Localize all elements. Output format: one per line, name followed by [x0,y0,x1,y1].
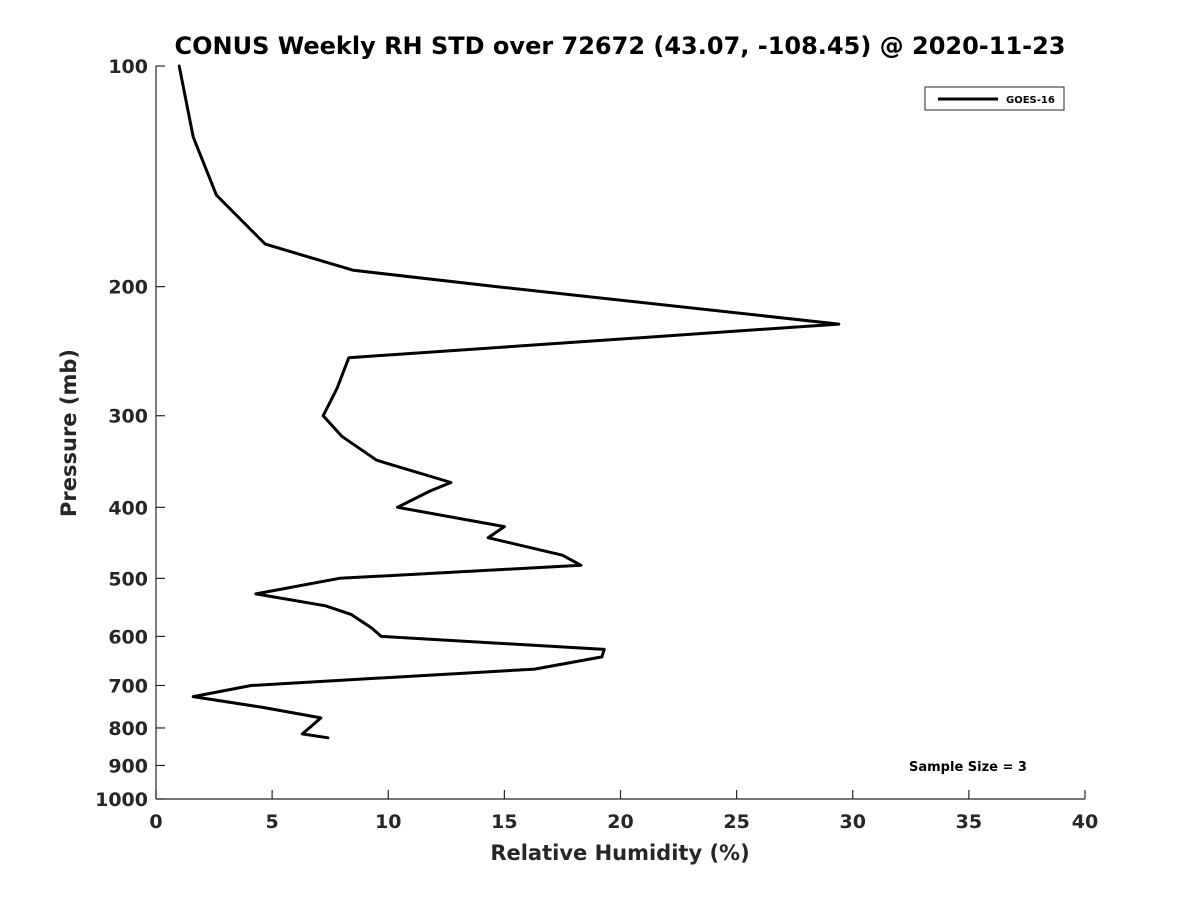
x-tick-label: 0 [149,811,162,833]
series-line-goes16 [177,64,841,740]
y-axis-label: Pressure (mb) [57,349,81,517]
x-tick-label: 10 [375,811,401,833]
chart-title: CONUS Weekly RH STD over 72672 (43.07, -… [174,32,1065,60]
series-layer [177,64,841,740]
legend-entry-goes16: GOES-16 [1006,95,1055,106]
legend: GOES-16 [924,86,1065,111]
y-tick-label: 800 [108,718,148,740]
x-tick-label: 5 [266,811,279,833]
y-tick-label: 900 [108,755,148,777]
x-tick-label: 40 [1072,811,1098,833]
y-tick-label: 500 [108,568,148,590]
x-tick-label: 20 [607,811,633,833]
y-tick-label: 1000 [95,789,148,811]
x-axis-label: Relative Humidity (%) [490,841,749,865]
y-tick-label: 300 [108,406,148,428]
y-tick-label: 400 [108,497,148,519]
sample-size-annotation: Sample Size = 3 [909,760,1027,775]
x-tick-label: 15 [491,811,517,833]
y-tick-label: 700 [108,675,148,697]
x-tick-label: 25 [723,811,749,833]
y-tick-label: 200 [108,277,148,299]
y-tick-label: 600 [108,626,148,648]
x-tick-label: 35 [956,811,982,833]
y-tick-label: 100 [108,56,148,78]
x-tick-label: 30 [840,811,866,833]
axes: 0 5 10 15 20 25 30 35 40 100 200 300 400 500 600 700 800… [95,56,1098,833]
